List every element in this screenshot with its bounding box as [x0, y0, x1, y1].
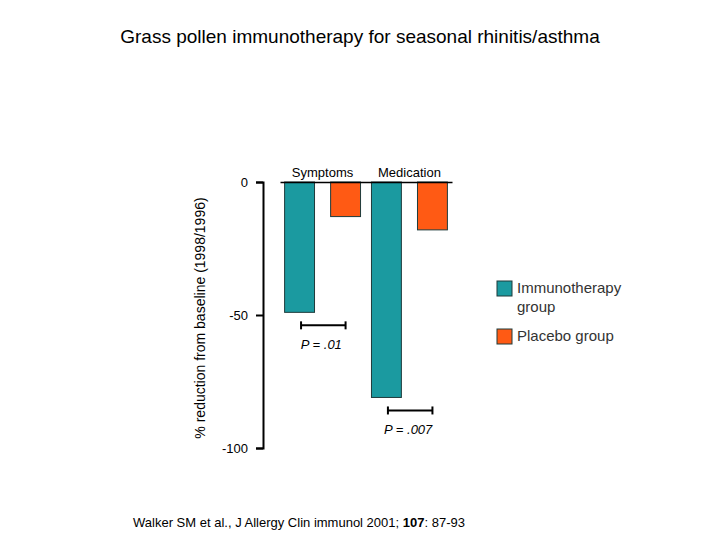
x-tick: Medication: [378, 165, 441, 182]
bars: [285, 182, 448, 397]
p-bracket-end: [387, 406, 389, 414]
x-tick-label: Symptoms: [292, 165, 354, 180]
annotations: P = .01 P = .007: [301, 321, 433, 437]
y-tick-mark: [256, 315, 263, 317]
y-tick-mark: [256, 448, 263, 450]
p-bracket: [301, 324, 346, 326]
y-axis-title: % reduction from baseline (1998/1996): [192, 197, 208, 438]
x-axis: Symptoms Medication: [281, 165, 453, 183]
y-tick-label: -50: [229, 308, 248, 323]
bar: [371, 182, 401, 397]
bar: [285, 182, 315, 312]
bar: [417, 182, 447, 230]
y-tick-label: -100: [222, 441, 248, 456]
p-bracket-end: [431, 406, 433, 414]
legend: Immunotherapygroup Placebo group: [497, 279, 622, 344]
y-tick-mark: [256, 182, 263, 184]
p-value: P = .007: [384, 422, 433, 437]
x-tick: Symptoms: [292, 165, 354, 182]
x-axis-line: [281, 182, 453, 184]
source-part: 107: [403, 515, 425, 530]
y-axis: -100 -50 0: [222, 175, 264, 456]
p-value: P = .01: [301, 337, 342, 352]
legend-label: Placebo group: [517, 327, 614, 344]
legend-swatch: [497, 329, 512, 344]
bar: [331, 182, 361, 217]
legend-swatch: [497, 281, 512, 296]
p-bracket-end: [300, 321, 302, 329]
y-tick-label: 0: [241, 175, 248, 190]
y-axis-line: [256, 183, 264, 449]
source: Walker SM et al., J Allergy Clin immunol…: [133, 515, 465, 530]
chart: Grass pollen immunotherapy for seasonal …: [0, 0, 720, 540]
y-tick: -50: [229, 308, 263, 323]
y-tick: -100: [222, 441, 263, 456]
y-tick: 0: [241, 175, 263, 190]
x-tick-label: Medication: [378, 165, 441, 180]
p-bracket-end: [345, 321, 347, 329]
legend-label: Immunotherapygroup: [517, 279, 622, 315]
source-part: Walker SM et al., J Allergy Clin immunol…: [133, 515, 403, 530]
p-bracket: [388, 409, 433, 411]
title: Grass pollen immunotherapy for seasonal …: [120, 26, 600, 47]
source-part: : 87-93: [424, 515, 464, 530]
